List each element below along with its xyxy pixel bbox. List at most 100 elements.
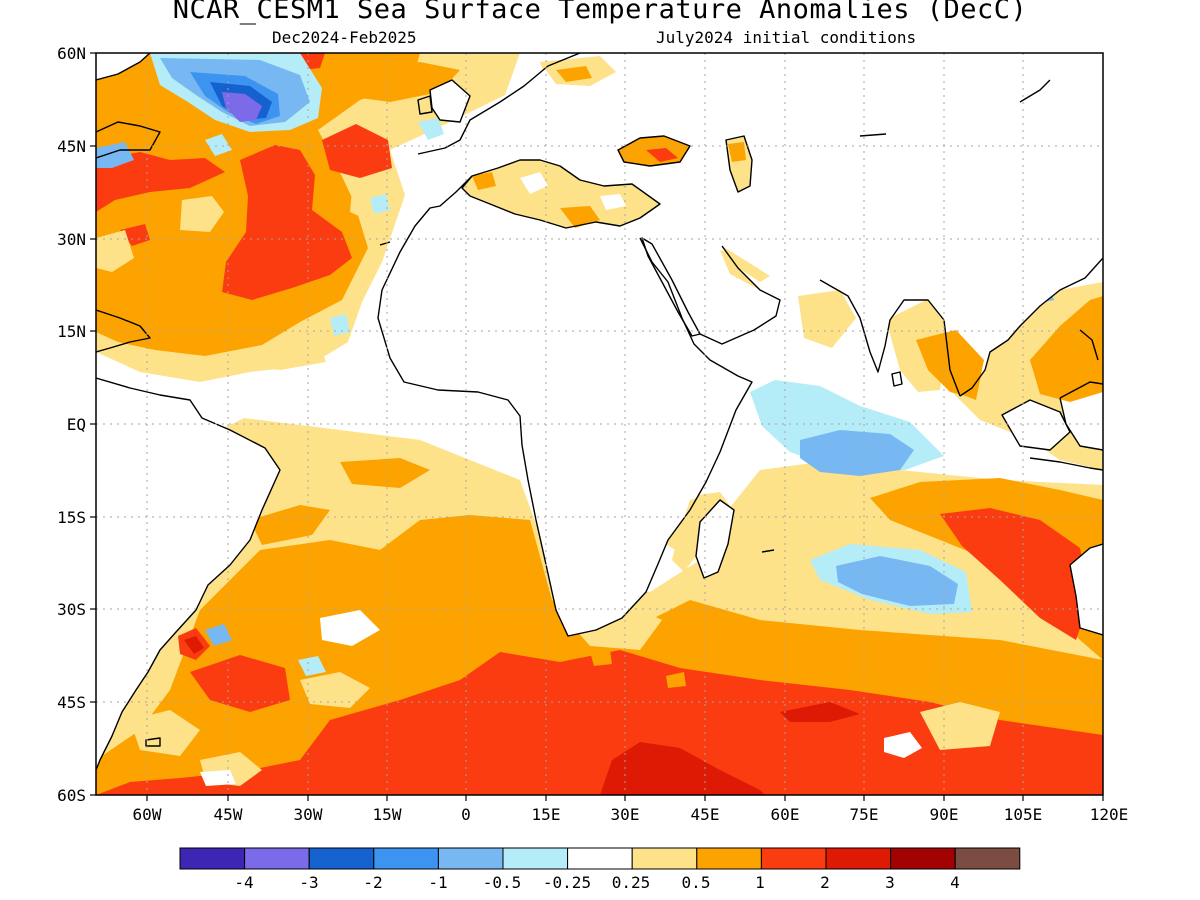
contour-neg1 <box>836 556 958 606</box>
contour-2 <box>120 224 150 246</box>
java-coast <box>1029 457 1103 471</box>
lon-label: 105E <box>1004 805 1043 824</box>
colorbar-swatch <box>890 847 956 870</box>
persian-gulf <box>722 246 770 282</box>
contour-2 <box>96 152 225 212</box>
colorbar-swatch <box>631 847 698 870</box>
lat-label: 15S <box>57 508 86 527</box>
med-warm-spot <box>472 172 496 190</box>
caspian-coast <box>725 135 753 193</box>
lon-label: 45E <box>691 805 720 824</box>
colorbar-label: -3 <box>299 873 318 892</box>
contour-neg0.5 <box>205 624 232 646</box>
canary-islands-coast <box>379 241 391 246</box>
se-asia-coast <box>959 257 1103 397</box>
ireland-coast <box>417 95 433 115</box>
red-sea <box>642 238 700 336</box>
initial-conditions: July2024 initial conditions <box>656 28 917 47</box>
colorbar-label: -2 <box>363 873 382 892</box>
colorbar-label: 0.25 <box>612 873 651 892</box>
lon-label: 60E <box>771 805 800 824</box>
map-title: NCAR_CESM1 Sea Surface Temperature Anoma… <box>172 0 1028 25</box>
gridlines <box>96 53 1103 795</box>
greenland-land <box>96 53 150 80</box>
colorbar-swatch <box>954 847 1021 870</box>
contour-neg0.5 <box>298 656 326 676</box>
contour-neg1 <box>800 430 914 476</box>
lon-label: 45W <box>214 805 243 824</box>
zero-hole <box>884 732 922 758</box>
north-america-coast <box>96 121 161 159</box>
lon-label: 120E <box>1090 805 1129 824</box>
baltic-warm <box>556 66 592 82</box>
contour-3 <box>780 702 860 722</box>
contour-1 <box>340 458 430 488</box>
contour-0.5 <box>130 710 200 756</box>
med-east-white <box>600 194 626 210</box>
black-sea-hot <box>646 148 678 162</box>
colorbar-label: 3 <box>885 873 895 892</box>
contour-0.5 <box>350 186 392 222</box>
indonesia-land <box>1002 400 1070 450</box>
arabian-sea-fill <box>798 290 856 348</box>
colorbar-label: 4 <box>950 873 960 892</box>
lat-label: 45S <box>57 693 86 712</box>
contour-2 <box>940 508 1090 640</box>
colorbar-label: -4 <box>234 873 253 892</box>
med-coast <box>461 159 661 229</box>
contour-3 <box>184 636 204 654</box>
caspian-warm <box>728 142 746 162</box>
colorbar-label: -0.25 <box>543 873 591 892</box>
land <box>96 53 1103 770</box>
colorbar-swatch <box>696 847 762 870</box>
lat-label: EQ <box>67 415 86 434</box>
forecast-period: Dec2024-Feb2025 <box>272 28 417 47</box>
colorbar-swatch <box>244 847 310 870</box>
ticks <box>90 52 1104 801</box>
colorbar-swatch <box>567 847 633 870</box>
contour-1 <box>590 650 612 666</box>
australia-coast <box>1069 543 1103 636</box>
lon-label: 75E <box>850 805 879 824</box>
colorbar-label: 2 <box>820 873 830 892</box>
mascarene-coast <box>761 549 775 553</box>
contour-0.5 <box>96 230 134 272</box>
contour-3 <box>600 742 765 795</box>
contour-neg0.5 <box>96 142 134 168</box>
colorbar-label: -1 <box>428 873 447 892</box>
contour-1 <box>666 672 686 688</box>
contour-0.5 <box>300 672 370 708</box>
kamchatka-coast <box>859 133 887 137</box>
europe-land <box>415 53 1103 396</box>
lon-label: 15E <box>532 805 561 824</box>
british-isles-land <box>430 80 470 122</box>
colorbar <box>179 847 1021 870</box>
longitude-labels: 60W 45W 30W 15W 0 15E 30E 45E 60E 75E 90… <box>133 805 1129 824</box>
contour-0.5 <box>180 196 224 232</box>
colorbar-swatch <box>502 847 569 870</box>
lat-label: 45N <box>57 137 86 156</box>
lat-label: 60N <box>57 44 86 63</box>
lat-label: 15N <box>57 322 86 341</box>
lat-label: 30N <box>57 230 86 249</box>
madagascar-coast <box>695 499 735 579</box>
philippines-coast <box>1079 329 1099 361</box>
colorbar-swatch <box>760 847 827 870</box>
africa-land <box>378 208 752 636</box>
south-america-coast <box>96 377 281 771</box>
caribbean-coast <box>96 309 151 353</box>
colorbar-swatch <box>308 847 375 870</box>
contour-2 <box>190 655 290 712</box>
contour-2 <box>322 124 392 178</box>
mediterranean-sea <box>462 160 660 228</box>
contour-neg0.5 <box>205 134 232 156</box>
south-america-land <box>96 378 280 770</box>
lon-label: 15W <box>373 805 402 824</box>
arabia-coast <box>699 245 781 345</box>
south-china-sea <box>1030 296 1103 402</box>
contour-neg0.5 <box>418 118 444 140</box>
colorbar-swatch <box>825 847 892 870</box>
colorbar-swatch <box>373 847 439 870</box>
colorbar-swatch <box>179 847 246 870</box>
